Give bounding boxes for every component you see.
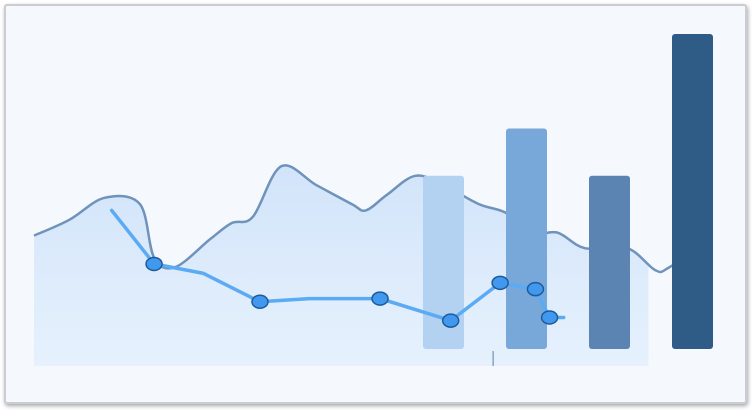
area-fill	[34, 165, 649, 366]
line-point	[371, 291, 389, 306]
line-point	[526, 281, 545, 297]
line-point	[441, 313, 460, 328]
bar-2	[506, 128, 547, 349]
bar-1	[423, 175, 464, 349]
line-series	[109, 208, 566, 328]
line-point	[251, 294, 269, 309]
bar-4	[672, 34, 713, 349]
line-point	[145, 256, 163, 272]
line-point	[491, 275, 509, 291]
bar-3	[589, 175, 630, 349]
line-point	[540, 310, 559, 325]
